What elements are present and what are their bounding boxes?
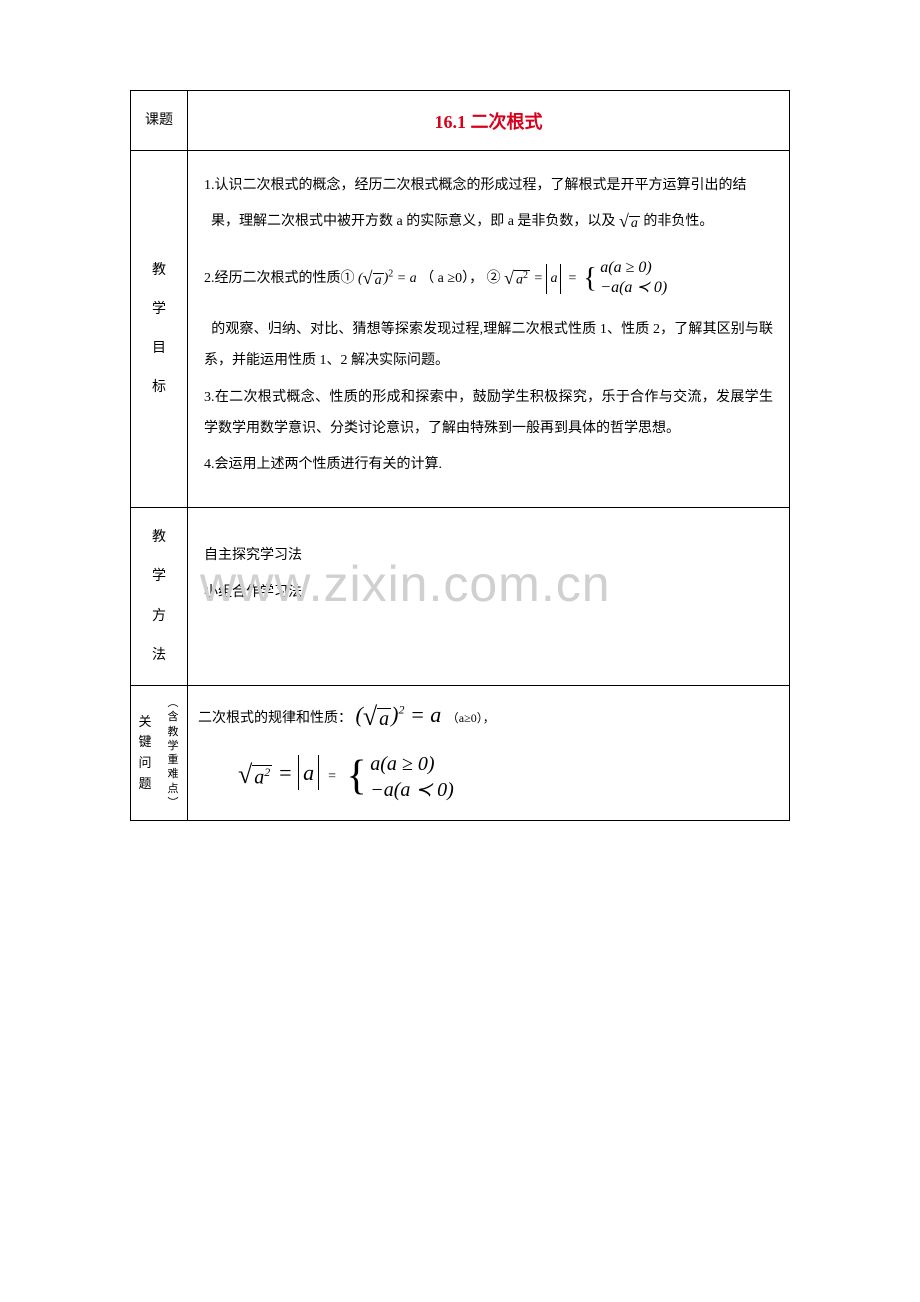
obj-p1: 1.认识二次根式的概念，经历二次根式概念的形成过程，了解根式是开平方运算引出的结… — [204, 171, 773, 241]
sqrt-a2-big-icon: √a2 — [238, 754, 272, 796]
cond-a-1: （ a ≥0）， — [420, 271, 483, 286]
key-sub-4: 学 — [161, 739, 185, 753]
key-math-1: (√a)2 = a — [356, 702, 447, 727]
sqrt-a2-icon: √a2 — [504, 259, 530, 299]
case1-1: a(a ≥ 0) — [600, 258, 667, 279]
sqrt-a-inline-icon: √a — [363, 259, 384, 299]
key-sub-2: 含 — [161, 710, 185, 724]
sqrt-a-big-icon: √a — [363, 696, 391, 738]
methods-label-cell: 教 学 方 法 — [131, 508, 188, 686]
obj-p2a: 2.经历二次根式的性质① — [204, 271, 355, 286]
key-case2: −a(a ≺ 0) — [370, 777, 454, 803]
method-1: 自主探究学习法 — [204, 541, 773, 572]
abs-a-1: a — [546, 264, 561, 295]
obj-char-4: 标 — [135, 368, 183, 407]
key-sub-5: 重 — [161, 753, 185, 767]
key-sub-7: 点 — [161, 782, 185, 796]
lesson-title: 16.1 二次根式 — [435, 112, 543, 132]
key-content: 二次根式的规律和性质： (√a)2 = a （a≥0）， √a2 = a = { — [188, 685, 790, 820]
met-char-3: 方 — [135, 597, 183, 636]
key-cond: （a≥0）， — [447, 711, 495, 725]
obj-char-1: 教 — [135, 251, 183, 290]
key-label1-cell: 关 键 问 题 — [131, 685, 160, 820]
objectives-label-cell: 教 学 目 标 — [131, 151, 188, 508]
sqrt-a-icon: √a — [619, 202, 640, 242]
case2-1: −a(a ≺ 0) — [600, 278, 667, 299]
eq-abs-1: = — [533, 271, 546, 286]
title-label: 课题 — [145, 113, 173, 128]
key-sub-1: ︵ — [161, 696, 185, 710]
brace-icon: { — [583, 248, 596, 310]
obj-char-3: 目 — [135, 329, 183, 368]
method-2: 小组合作学习法 — [204, 578, 773, 609]
key-text-a: 二次根式的规律和性质： — [198, 711, 352, 726]
eq-a-1: = a — [397, 271, 417, 286]
key-case1: a(a ≥ 0) — [370, 751, 454, 777]
met-char-2: 学 — [135, 557, 183, 596]
met-char-4: 法 — [135, 636, 183, 675]
key-char-4: 题 — [133, 774, 157, 795]
key-label2-cell: ︵ 含 教 学 重 难 点 ︶ — [159, 685, 188, 820]
obj-p1b: 果，理解二次根式中被开方数 a 的实际意义，即 a 是非负数，以及 — [211, 214, 615, 229]
sup2-a: 2 — [388, 268, 393, 279]
key-math-2: √a2 = a — [238, 760, 325, 785]
key-sub-3: 教 — [161, 725, 185, 739]
objectives-content: 1.认识二次根式的概念，经历二次根式概念的形成过程，了解根式是开平方运算引出的结… — [188, 151, 790, 508]
circled-2: ② — [487, 271, 501, 286]
obj-p1a: 1.认识二次根式的概念，经历二次根式概念的形成过程，了解根式是开平方运算引出的结 — [204, 178, 747, 193]
methods-content: 自主探究学习法 小组合作学习法 — [188, 508, 790, 686]
lesson-plan-table: 课题 16.1 二次根式 教 学 目 标 1.认识二次根式的概念，经历二次根式概… — [130, 90, 790, 821]
brace-big-icon: { — [347, 743, 367, 810]
cases-1: a(a ≥ 0) −a(a ≺ 0) — [600, 258, 667, 300]
met-char-1: 教 — [135, 518, 183, 557]
obj-p2b: 的观察、归纳、对比、猜想等探索发现过程,理解二次根式性质 1、性质 2，了解其区… — [204, 315, 773, 377]
key-char-3: 问 — [133, 753, 157, 774]
key-char-1: 关 — [133, 712, 157, 733]
key-char-2: 键 — [133, 732, 157, 753]
obj-p3: 3.在二次根式概念、性质的形成和探索中，鼓励学生积极探究，乐于合作与交流，发展学… — [204, 383, 773, 445]
title-label-cell: 课题 — [131, 91, 188, 151]
key-sub-6: 难 — [161, 767, 185, 781]
obj-p2: 2.经历二次根式的性质① (√a)2 = a （ a ≥0）， ② √a2 = … — [204, 248, 773, 310]
key-sub-8: ︶ — [161, 796, 185, 810]
obj-char-2: 学 — [135, 290, 183, 329]
obj-p1c: 的非负性。 — [643, 214, 713, 229]
obj-p4: 4.会运用上述两个性质进行有关的计算. — [204, 450, 773, 481]
title-cell: 16.1 二次根式 — [188, 91, 790, 151]
